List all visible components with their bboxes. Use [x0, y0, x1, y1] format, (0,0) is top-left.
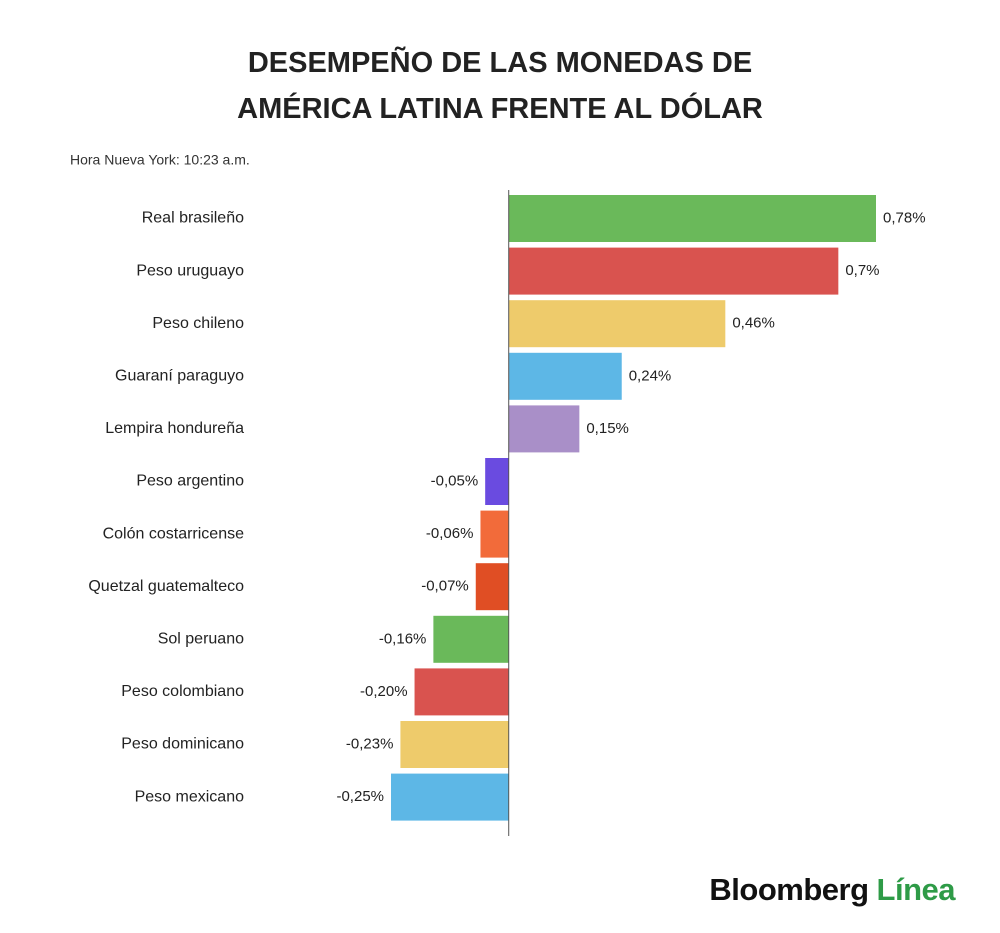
value-label: -0,07% — [421, 578, 469, 595]
bar — [508, 247, 839, 295]
bar — [480, 510, 509, 558]
brand-name: Bloomberg — [709, 872, 868, 907]
category-label: Peso argentino — [136, 473, 244, 490]
category-label: Quetzal guatemalteco — [88, 578, 244, 595]
category-label: Peso uruguayo — [136, 262, 244, 279]
bar — [475, 563, 509, 611]
bar — [485, 458, 509, 505]
bar — [414, 668, 509, 716]
category-label: Guaraní paraguyo — [115, 368, 244, 385]
brand-suffix: Línea — [877, 872, 957, 907]
value-label: 0,7% — [845, 262, 879, 279]
chart-title: DESEMPEÑO DE LAS MONEDAS DE AMÉRICA LATI… — [237, 47, 763, 125]
bar — [508, 405, 580, 453]
bar — [400, 721, 509, 768]
value-label: 0,78% — [883, 209, 926, 226]
value-label: 0,46% — [732, 315, 775, 332]
category-label: Colón costarricense — [103, 525, 245, 542]
category-label: Sol peruano — [158, 631, 244, 648]
bar — [508, 195, 876, 242]
category-label: Peso chileno — [152, 315, 244, 332]
category-label: Lempira hondureña — [105, 420, 244, 437]
value-label: -0,06% — [426, 525, 474, 542]
bar — [433, 615, 509, 663]
brand-logo: Bloomberg Línea — [709, 872, 956, 907]
value-label: -0,23% — [346, 735, 394, 752]
chart-subtitle: Hora Nueva York: 10:23 a.m. — [70, 152, 250, 168]
value-label: -0,20% — [360, 683, 408, 700]
category-label: Peso colombiano — [121, 683, 244, 700]
value-label: 0,15% — [586, 420, 629, 437]
value-label: 0,24% — [629, 367, 672, 384]
bar — [391, 773, 509, 821]
value-label: -0,25% — [336, 788, 384, 805]
bar — [508, 352, 622, 400]
category-label: Peso mexicano — [135, 788, 244, 805]
category-label: Real brasileño — [142, 210, 244, 227]
category-label: Peso dominicano — [121, 736, 244, 753]
bar — [508, 300, 726, 348]
value-label: -0,05% — [431, 472, 479, 489]
value-label: -0,16% — [379, 630, 427, 647]
